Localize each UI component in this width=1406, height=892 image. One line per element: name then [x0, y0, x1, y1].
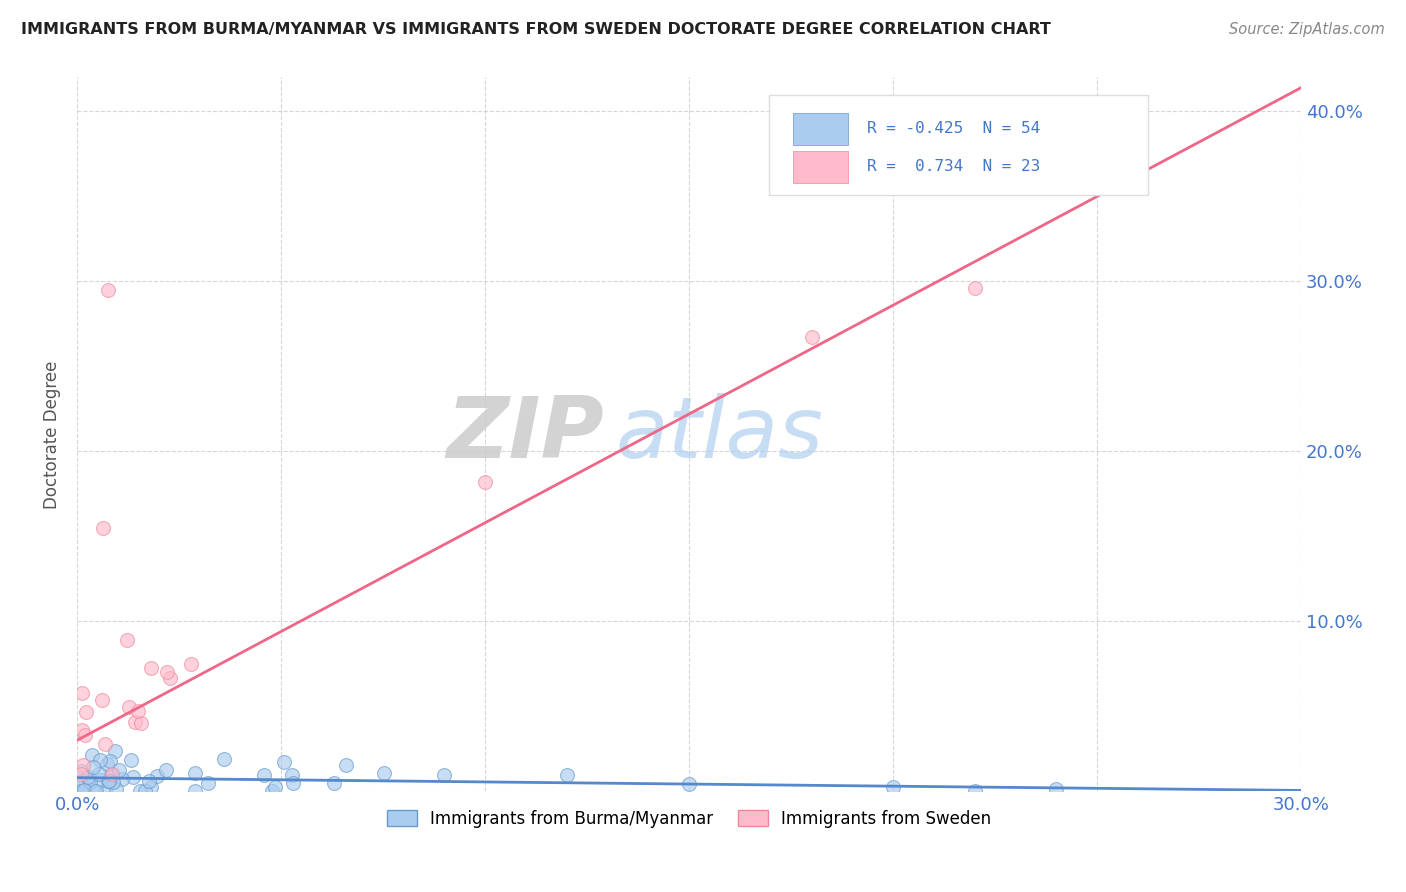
- Point: [260, 783, 283, 797]
- Point: [89, 753, 111, 767]
- Point: [281, 768, 304, 782]
- Point: [146, 768, 169, 782]
- Point: [283, 776, 305, 790]
- Y-axis label: Doctorate Degree: Doctorate Degree: [44, 360, 60, 508]
- Point: [124, 714, 146, 729]
- Point: [183, 784, 205, 798]
- Text: R =  0.734  N = 23: R = 0.734 N = 23: [866, 159, 1040, 174]
- Point: [138, 773, 160, 788]
- Point: [70, 764, 93, 778]
- Point: [800, 329, 823, 343]
- Point: [180, 657, 202, 671]
- Point: [105, 781, 128, 796]
- Point: [121, 770, 143, 784]
- Point: [129, 784, 152, 798]
- Text: IMMIGRANTS FROM BURMA/MYANMAR VS IMMIGRANTS FROM SWEDEN DOCTORATE DEGREE CORRELA: IMMIGRANTS FROM BURMA/MYANMAR VS IMMIGRA…: [21, 22, 1050, 37]
- Point: [118, 700, 141, 714]
- Point: [100, 768, 122, 782]
- Point: [77, 772, 100, 786]
- Point: [156, 665, 179, 679]
- Point: [111, 772, 134, 787]
- Point: [73, 783, 96, 797]
- Text: R = -0.425  N = 54: R = -0.425 N = 54: [866, 121, 1040, 136]
- FancyBboxPatch shape: [793, 113, 848, 145]
- Point: [75, 728, 97, 742]
- FancyBboxPatch shape: [769, 95, 1149, 195]
- Point: [120, 753, 142, 767]
- Point: [1045, 781, 1067, 796]
- Point: [197, 776, 219, 790]
- Point: [97, 774, 120, 789]
- Point: [90, 693, 112, 707]
- Point: [139, 661, 162, 675]
- Point: [555, 768, 578, 782]
- Point: [678, 777, 700, 791]
- Point: [103, 774, 125, 789]
- Point: [474, 475, 496, 489]
- Point: [134, 784, 156, 798]
- Point: [96, 756, 118, 771]
- Point: [433, 768, 456, 782]
- Point: [212, 752, 235, 766]
- Point: [70, 774, 93, 789]
- Point: [72, 757, 94, 772]
- Point: [70, 784, 93, 798]
- Point: [141, 780, 163, 795]
- Point: [75, 705, 97, 719]
- Point: [322, 775, 344, 789]
- Point: [264, 780, 287, 794]
- Point: [82, 748, 104, 763]
- Point: [155, 763, 177, 777]
- Point: [77, 770, 100, 784]
- Point: [98, 754, 121, 768]
- Point: [963, 281, 986, 295]
- Point: [273, 755, 295, 769]
- Point: [104, 744, 127, 758]
- Point: [91, 521, 114, 535]
- Point: [335, 758, 357, 772]
- FancyBboxPatch shape: [793, 151, 848, 183]
- Text: Source: ZipAtlas.com: Source: ZipAtlas.com: [1229, 22, 1385, 37]
- Point: [101, 767, 124, 781]
- Point: [89, 767, 111, 781]
- Point: [94, 784, 117, 798]
- Point: [94, 737, 117, 751]
- Point: [84, 784, 107, 798]
- Point: [373, 766, 395, 780]
- Point: [253, 768, 276, 782]
- Point: [90, 772, 112, 787]
- Point: [159, 671, 181, 685]
- Text: atlas: atlas: [616, 392, 824, 475]
- Point: [82, 760, 104, 774]
- Point: [115, 632, 138, 647]
- Point: [70, 723, 93, 737]
- Point: [70, 686, 93, 700]
- Point: [107, 764, 129, 778]
- Text: ZIP: ZIP: [446, 392, 603, 475]
- Point: [129, 716, 152, 731]
- Legend: Immigrants from Burma/Myanmar, Immigrants from Sweden: Immigrants from Burma/Myanmar, Immigrant…: [380, 803, 998, 834]
- Point: [963, 784, 986, 798]
- Point: [70, 767, 93, 781]
- Point: [70, 777, 93, 791]
- Point: [184, 766, 207, 780]
- Point: [97, 773, 120, 788]
- Point: [83, 784, 105, 798]
- Point: [79, 775, 101, 789]
- Point: [127, 704, 149, 718]
- Point: [100, 768, 122, 782]
- Point: [97, 283, 120, 297]
- Point: [882, 780, 904, 794]
